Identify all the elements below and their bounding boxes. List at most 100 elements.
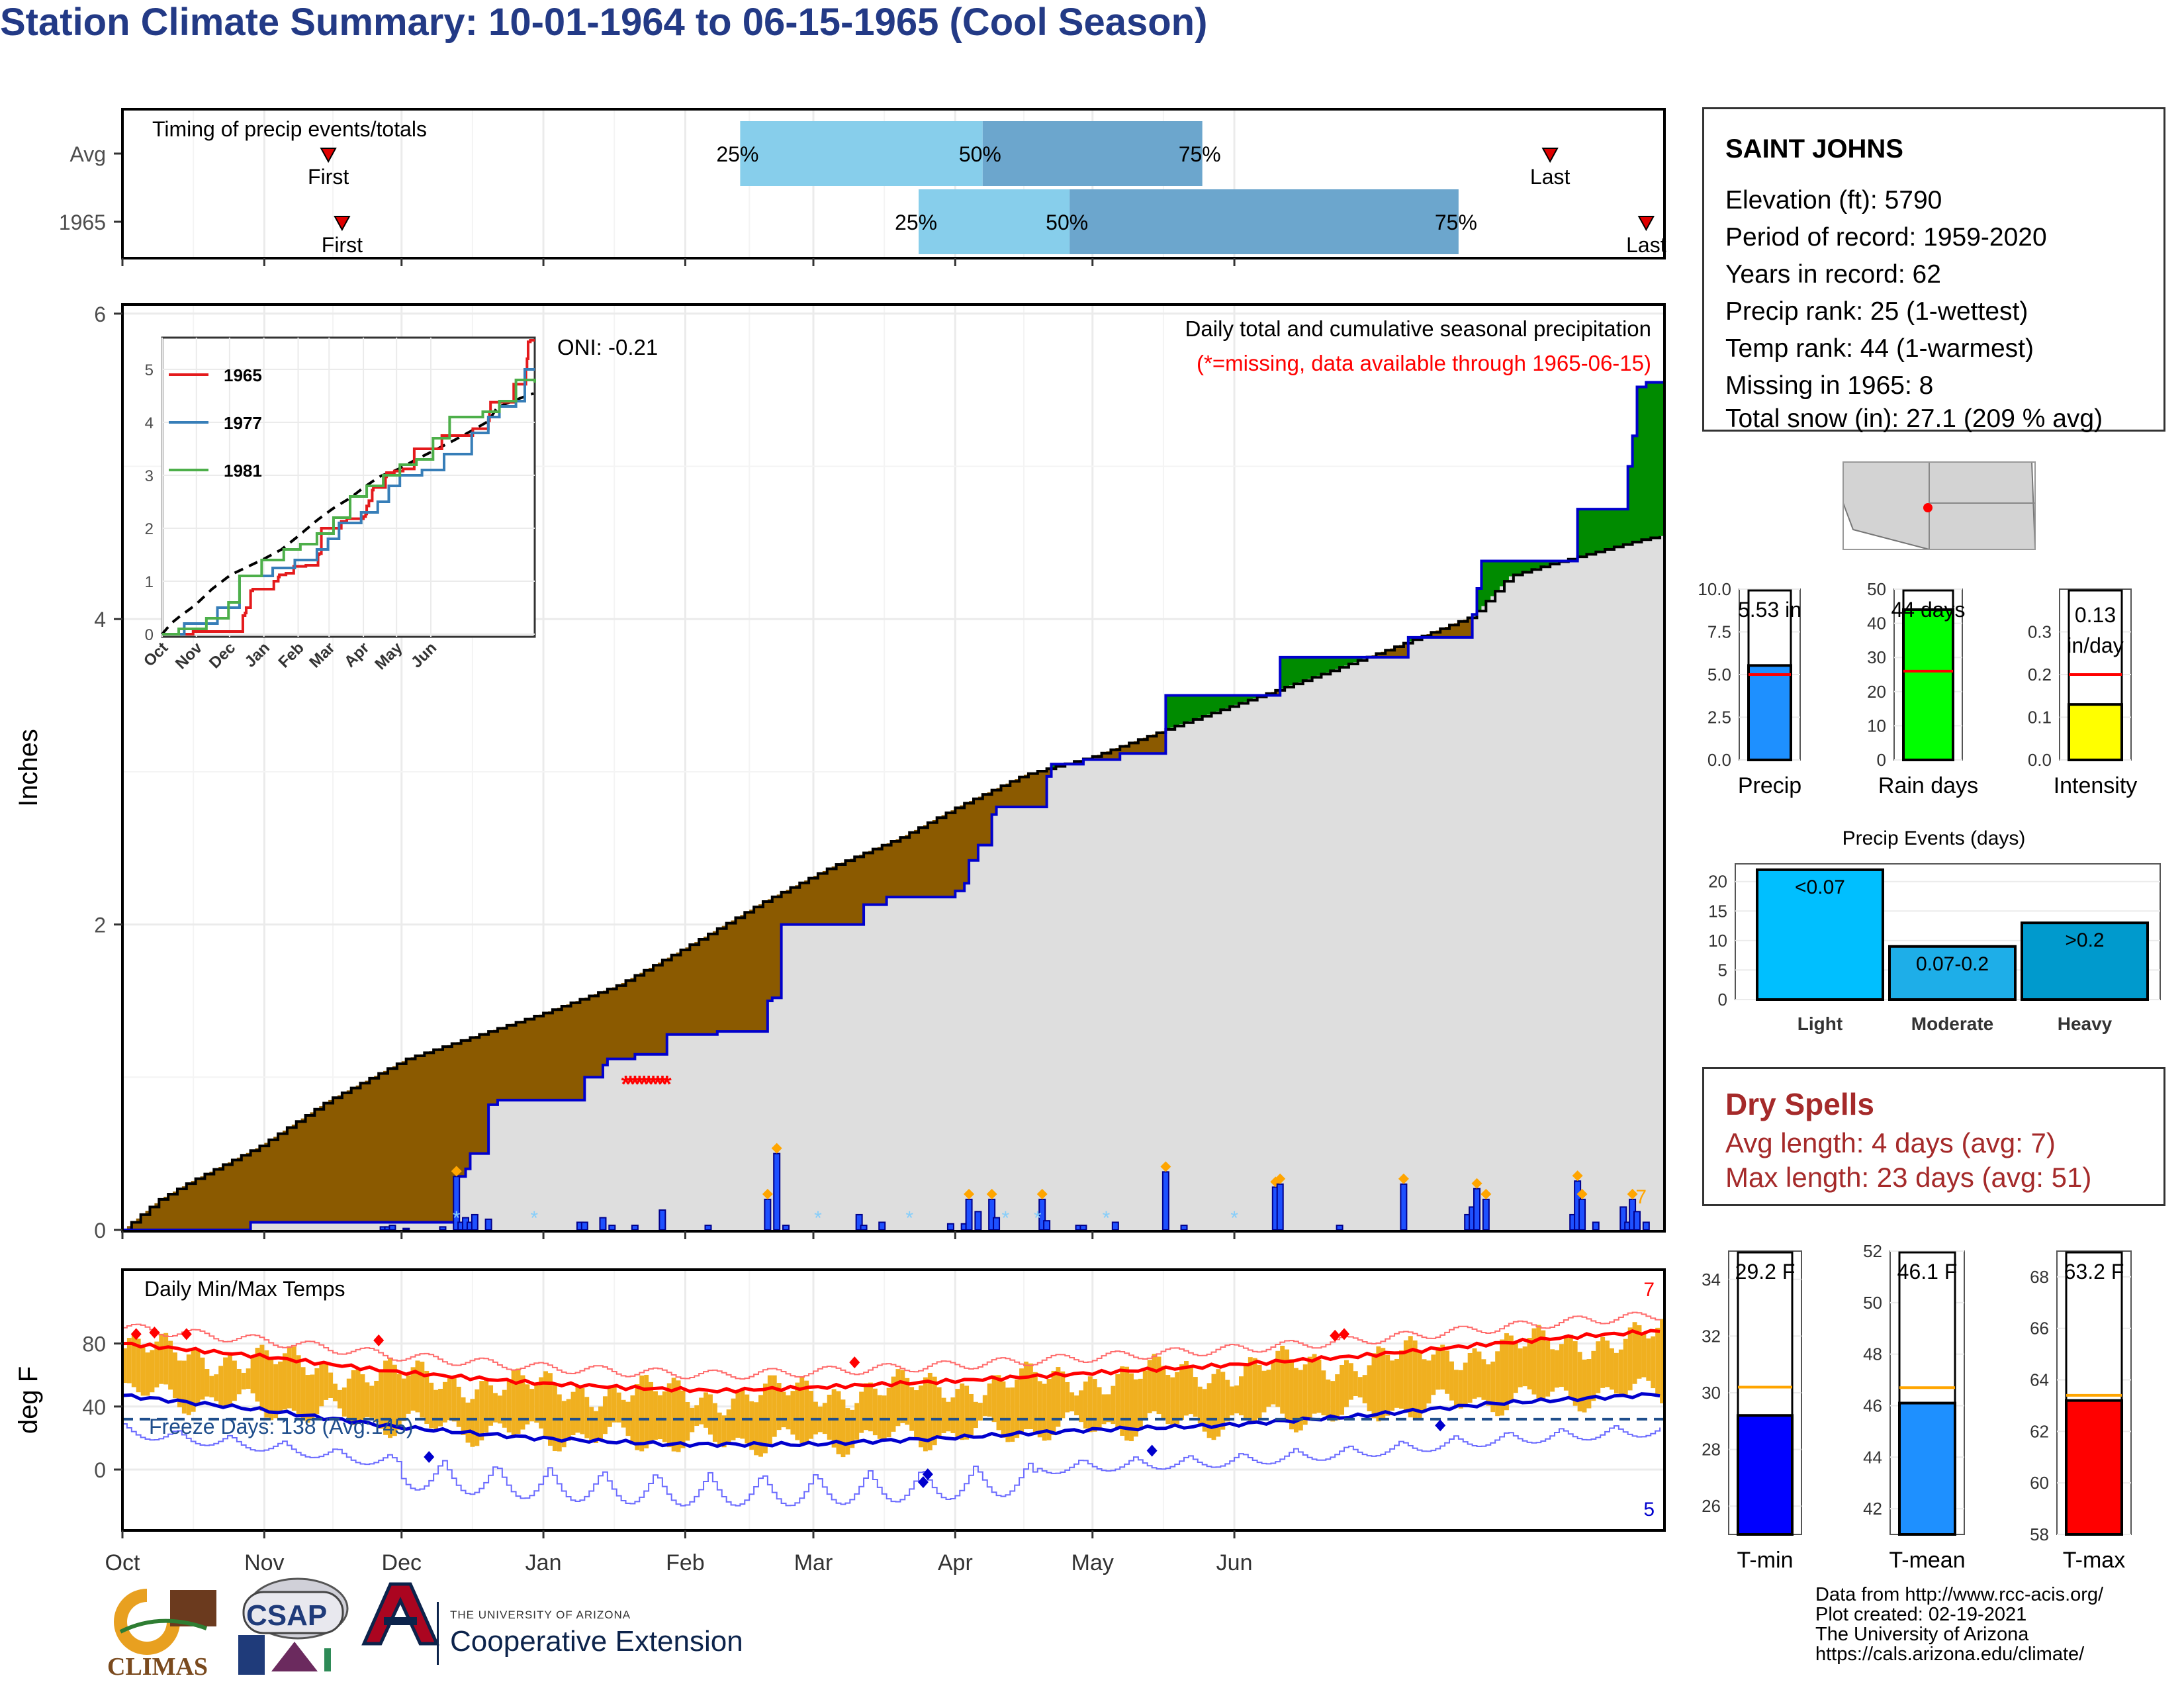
inset-y-tick-label: 0 [145,626,154,644]
precip-stat-y-tick-label: 5.0 [1707,665,1731,684]
temp-daily-bar [552,1382,557,1452]
temp-daily-bar [1275,1350,1281,1407]
temp-mean-stat-y-tick-label: 46 [1863,1395,1882,1415]
temp-record-max-line [122,1311,1661,1380]
temp-daily-bar [1513,1342,1518,1393]
temp-daily-bar [296,1355,301,1416]
temp-daily-bar [1522,1346,1527,1387]
missing-day-marker: * [658,1070,667,1098]
temp-daily-bar [721,1415,727,1448]
temp-daily-bar [186,1354,191,1415]
temp-daily-bar [1362,1375,1367,1403]
temp-daily-bar [465,1402,471,1443]
temp-daily-bar [1037,1381,1042,1438]
credit-university: The University of Arizona [1815,1624,2029,1645]
temp-daily-bar [786,1395,791,1430]
inset-legend-label: 1965 [224,365,262,385]
temp-daily-bar [1225,1380,1230,1422]
temp-daily-bar [950,1397,956,1434]
temp-daily-bar [525,1384,530,1425]
temp-daily-bar [420,1362,425,1418]
temp-daily-bar [1390,1360,1395,1411]
temp-min-stat-y-tick-label: 28 [1702,1440,1721,1460]
temp-daily-bar [1559,1344,1564,1387]
temp-daily-bar [228,1355,232,1407]
daily-precip-bar [974,1211,982,1231]
temp-daily-bar [1133,1379,1138,1437]
temp-daily-bar [941,1397,946,1433]
snow-marker: * [1230,1207,1238,1229]
heavy-event-marker [1275,1173,1286,1184]
temp-daily-bar [429,1382,434,1429]
temp-frame [121,1268,1666,1532]
record-low-marker [424,1450,435,1463]
temp-daily-bar [173,1352,177,1399]
ua-logo [361,1582,439,1646]
temp-daily-bar [1330,1381,1336,1422]
heavy-event-marker [762,1188,773,1199]
temp-daily-bar [438,1389,443,1427]
temp-daily-bar [1582,1359,1587,1413]
temp-mean-stat-panel: 42 44 46 48 50 52 46.1 F T-mean [1863,1241,1966,1573]
temp-daily-bar [1518,1348,1523,1387]
temp-daily-bar [1417,1350,1422,1419]
temp-daily-bar [122,1348,127,1383]
x-tick-label-month: Apr [938,1550,973,1575]
temp-daily-bar [946,1401,951,1432]
temp-daily-bar [447,1376,452,1421]
temp-daily-bar [346,1378,351,1423]
temp-daily-bar [1152,1354,1157,1412]
temp-daily-bar [1285,1349,1290,1423]
temp-daily-bar [1193,1377,1198,1417]
temp-y-tick-label: 80 [82,1333,106,1356]
temp-daily-bar [1042,1383,1047,1441]
inset-legend-label: 1977 [224,413,262,433]
intensity-stat-y-tick-label: 0.0 [2028,750,2052,770]
temp-daily-bar [859,1391,864,1433]
temp-daily-bar [621,1399,626,1428]
record-high-marker [849,1356,860,1369]
temp-daily-bar [1531,1328,1537,1395]
temp-daily-bar [1202,1389,1207,1432]
temp-daily-bar [145,1352,150,1396]
temp-y-axis-label: deg F [14,1366,43,1434]
temp-daily-bar [799,1377,805,1444]
temp-daily-bar [1426,1360,1432,1404]
precip-stat-y-tick-label: 7.5 [1707,622,1731,642]
temp-daily-bar [273,1364,279,1419]
temp-daily-bar [923,1377,928,1452]
temp-daily-bar [914,1390,919,1440]
x-tick-label-month: Feb [666,1550,705,1575]
temp-daily-bar [850,1409,855,1448]
temp-daily-bar [666,1383,672,1448]
daily-precip-bar [878,1221,886,1231]
temp-daily-bar [1261,1370,1267,1413]
ua-divider [437,1602,439,1665]
missing-day-marker: * [649,1070,658,1098]
temp-daily-bar [1019,1368,1024,1433]
temp-daily-bar [1266,1370,1271,1407]
temp-daily-bar [1175,1372,1180,1425]
temp-daily-bar [1248,1357,1253,1423]
temp-daily-bar [1024,1361,1028,1430]
temp-daily-bar [1211,1374,1216,1440]
temp-daily-bar [1184,1361,1189,1416]
heavy-event-marker [451,1166,462,1177]
temp-max-stat-panel: 58 60 62 64 66 68 63.2 F T-max [2030,1250,2132,1573]
temp-daily-bar [1481,1359,1486,1400]
temp-daily-bar [493,1393,498,1423]
timing-q75-label: 75% [1179,142,1221,166]
precip-y-tick-label: 4 [94,608,106,632]
temp-daily-bar [150,1350,155,1393]
precip-stat-y-tick-label: 2.5 [1707,708,1731,727]
temp-daily-bar [1293,1368,1298,1432]
missing-day-marker: * [635,1070,644,1098]
temp-daily-bar [131,1334,136,1387]
temp-daily-bar [1367,1365,1372,1411]
daily-precip-bar [860,1225,868,1231]
temp-daily-bar [1449,1361,1454,1401]
daily-precip-bar [1276,1183,1284,1231]
record-high-marker [130,1328,142,1340]
temp-daily-bar [374,1380,379,1423]
raindays-stat-y-tick-label: 40 [1867,614,1886,633]
